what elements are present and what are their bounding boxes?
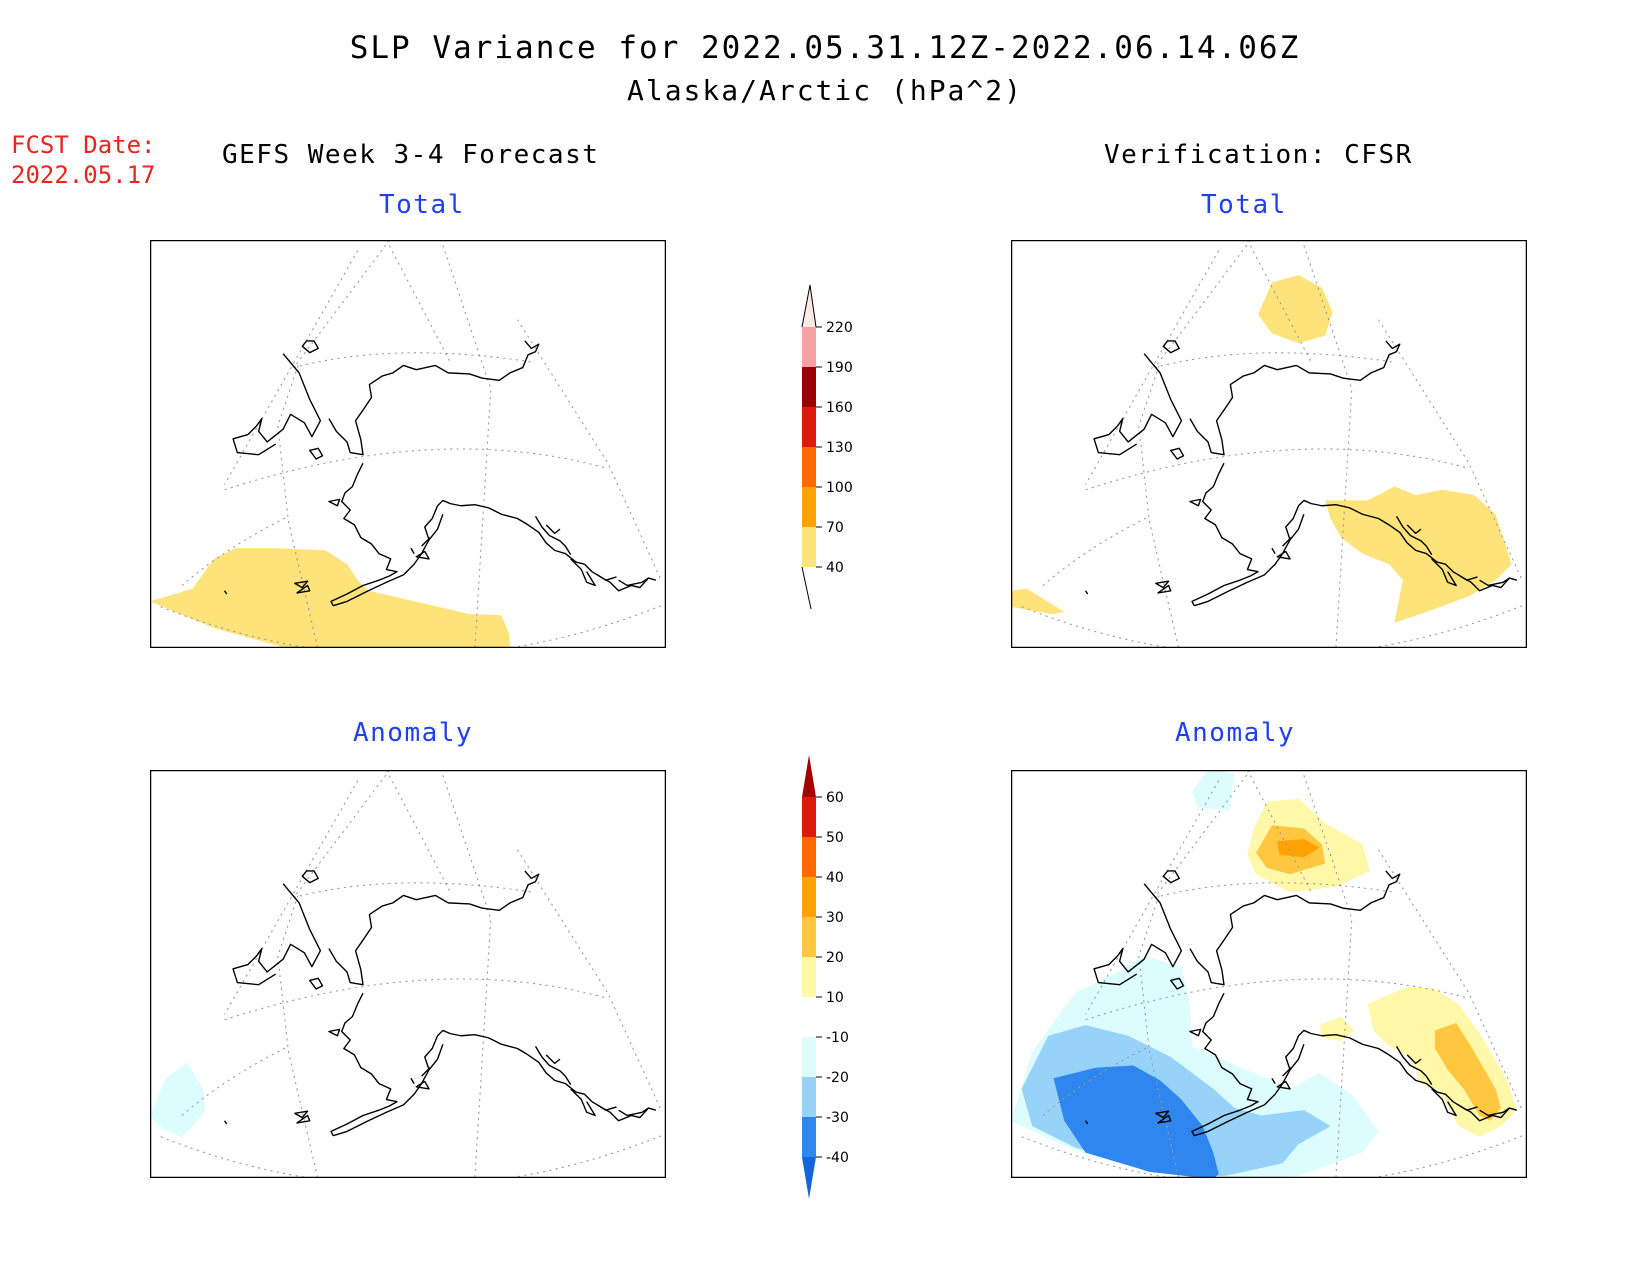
forecast-anomaly-title: Anomaly — [353, 718, 474, 748]
colorbar-box — [802, 877, 816, 917]
forecast-total-map — [150, 240, 666, 648]
colorbar-tick-label: 60 — [826, 790, 844, 806]
colorbar-tick-label: 30 — [826, 910, 844, 926]
colorbar-box — [802, 527, 816, 567]
anomaly-30-40-region — [1277, 839, 1320, 858]
colorbar-tick-label: 160 — [826, 400, 853, 416]
colorbar-tick-label: 70 — [826, 520, 844, 536]
colorbar-tick-label: 10 — [826, 990, 844, 1006]
forecast-column-title: GEFS Week 3-4 Forecast — [222, 140, 600, 170]
colorbar-box — [802, 367, 816, 407]
colorbar-box — [802, 997, 816, 1037]
forecast-total-title: Total — [379, 190, 465, 220]
verification-anomaly-map — [1011, 770, 1527, 1178]
colorbar-box — [802, 797, 816, 837]
anomaly-colorbar: 60 50 40 30 20 10 -10 -20 -30 -40 — [802, 755, 849, 1199]
colorbar-cap-top — [802, 755, 816, 797]
verification-total-title: Total — [1201, 190, 1287, 220]
colorbar-cap-top — [802, 285, 816, 327]
colorbar-tick-label: 40 — [826, 560, 844, 576]
colorbar-box — [802, 447, 816, 487]
variance-40-70-region — [150, 548, 511, 648]
colorbar-box — [802, 1117, 816, 1157]
colorbar-box — [802, 957, 816, 997]
colorbar-tick-label: -20 — [826, 1070, 849, 1086]
colorbar-tick-label: 50 — [826, 830, 844, 846]
page-title: SLP Variance for 2022.05.31.12Z-2022.06.… — [349, 30, 1301, 66]
colorbar-box — [802, 917, 816, 957]
colorbar-cap-bottom — [802, 1157, 816, 1199]
colorbar-cap-outline — [801, 284, 817, 328]
anomaly-neg10-neg20-region — [1192, 770, 1235, 811]
page-subtitle: Alaska/Arctic (hPa^2) — [626, 74, 1023, 107]
colorbar-tick-label: 220 — [826, 320, 853, 336]
colorbar-tick-label: -10 — [826, 1030, 849, 1046]
forecast-date-label: FCST Date: — [11, 131, 156, 159]
verification-anomaly-title: Anomaly — [1175, 718, 1296, 748]
verification-column-title: Verification: CFSR — [1104, 140, 1413, 170]
colorbar-box — [802, 1077, 816, 1117]
verification-total-map — [1011, 240, 1527, 648]
colorbar-tick-label: 130 — [826, 440, 853, 456]
anomaly-20-30-region — [1434, 1022, 1501, 1121]
colorbar-box — [802, 407, 816, 447]
forecast-date-value: 2022.05.17 — [11, 161, 156, 189]
colorbar-box — [802, 327, 816, 367]
colorbar-tick-label: 20 — [826, 950, 844, 966]
colorbar-tick-label: 40 — [826, 870, 844, 886]
variance-40-70-region — [1258, 275, 1333, 344]
colorbar-tick-label: -40 — [826, 1150, 849, 1166]
colorbar-box — [802, 1037, 816, 1077]
colorbar-box — [802, 487, 816, 527]
variance-40-70-region — [1325, 486, 1512, 623]
colorbar-box — [802, 837, 816, 877]
total-colorbar: 220 190 160 130 100 70 40 — [801, 284, 853, 610]
colorbar-cap-bottom — [801, 566, 812, 610]
colorbar-tick-label: 100 — [826, 480, 853, 496]
colorbar-tick-label: -30 — [826, 1110, 849, 1126]
forecast-anomaly-map — [150, 770, 666, 1178]
colorbar-tick-label: 190 — [826, 360, 853, 376]
variance-40-70-region — [1011, 588, 1065, 615]
anomaly-neg10-neg20-region — [150, 1062, 206, 1137]
anomaly-neg30-neg40-region — [1053, 1065, 1219, 1178]
